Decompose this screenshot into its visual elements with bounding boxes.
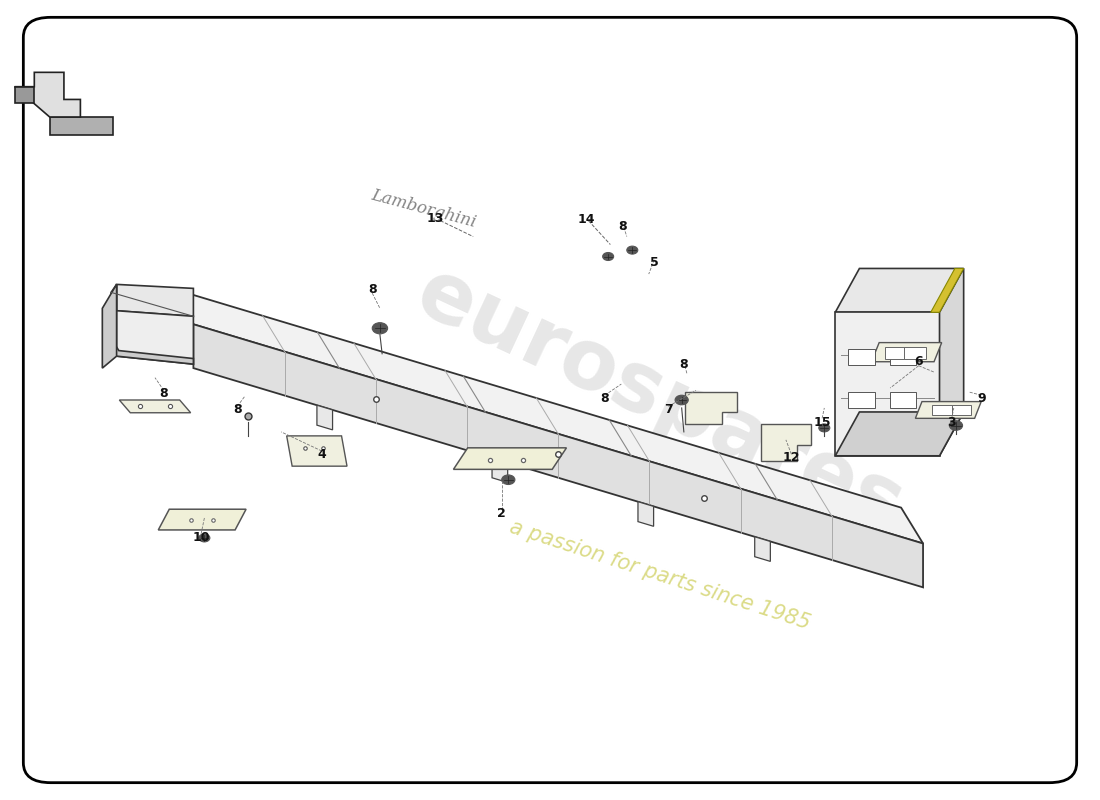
Polygon shape (848, 392, 874, 408)
Circle shape (627, 246, 638, 254)
Polygon shape (50, 117, 113, 134)
Text: a passion for parts since 1985: a passion for parts since 1985 (507, 518, 813, 634)
Circle shape (502, 475, 515, 485)
Polygon shape (111, 285, 117, 348)
Text: 15: 15 (813, 416, 830, 429)
Text: 8: 8 (367, 283, 376, 297)
Text: 9: 9 (977, 392, 986, 405)
Polygon shape (904, 347, 926, 358)
Circle shape (949, 421, 962, 430)
Polygon shape (931, 269, 964, 312)
Text: eurospares: eurospares (404, 252, 916, 548)
Polygon shape (761, 424, 811, 462)
Circle shape (675, 395, 689, 405)
Polygon shape (755, 537, 770, 562)
Text: 8: 8 (618, 220, 627, 233)
Polygon shape (884, 347, 906, 358)
Text: 12: 12 (782, 451, 800, 464)
Polygon shape (172, 288, 923, 543)
Polygon shape (14, 72, 80, 117)
Circle shape (199, 534, 210, 542)
Text: Lamborghini: Lamborghini (370, 186, 478, 231)
Text: 8: 8 (601, 392, 609, 405)
Polygon shape (871, 342, 942, 362)
Polygon shape (952, 405, 971, 415)
Polygon shape (890, 349, 916, 365)
Polygon shape (915, 402, 981, 418)
Text: 3: 3 (947, 416, 956, 429)
Polygon shape (111, 342, 194, 364)
Polygon shape (835, 412, 964, 456)
Text: 14: 14 (578, 214, 595, 226)
Polygon shape (194, 324, 923, 587)
Polygon shape (835, 269, 964, 312)
Text: 7: 7 (664, 403, 673, 416)
Text: 5: 5 (650, 256, 659, 270)
Polygon shape (102, 285, 117, 368)
Text: 8: 8 (160, 387, 168, 400)
Text: 13: 13 (426, 212, 443, 225)
Polygon shape (317, 406, 332, 430)
Polygon shape (685, 392, 737, 424)
Polygon shape (287, 436, 346, 466)
Polygon shape (848, 349, 874, 365)
Polygon shape (119, 400, 190, 413)
Text: 4: 4 (318, 448, 327, 461)
Circle shape (372, 322, 387, 334)
Polygon shape (890, 392, 916, 408)
Text: 8: 8 (680, 358, 689, 370)
Polygon shape (453, 448, 566, 470)
FancyBboxPatch shape (23, 18, 1077, 782)
Polygon shape (835, 312, 939, 456)
Circle shape (818, 424, 829, 432)
Text: 6: 6 (914, 355, 923, 368)
Text: 10: 10 (192, 530, 210, 544)
Circle shape (603, 253, 614, 261)
Polygon shape (14, 86, 34, 102)
Polygon shape (117, 285, 194, 316)
Polygon shape (932, 405, 952, 415)
Text: 2: 2 (497, 506, 506, 520)
Polygon shape (939, 269, 964, 456)
Text: 8: 8 (233, 403, 242, 416)
Polygon shape (117, 310, 194, 364)
Polygon shape (638, 502, 653, 526)
Polygon shape (158, 510, 246, 530)
Polygon shape (492, 458, 508, 482)
